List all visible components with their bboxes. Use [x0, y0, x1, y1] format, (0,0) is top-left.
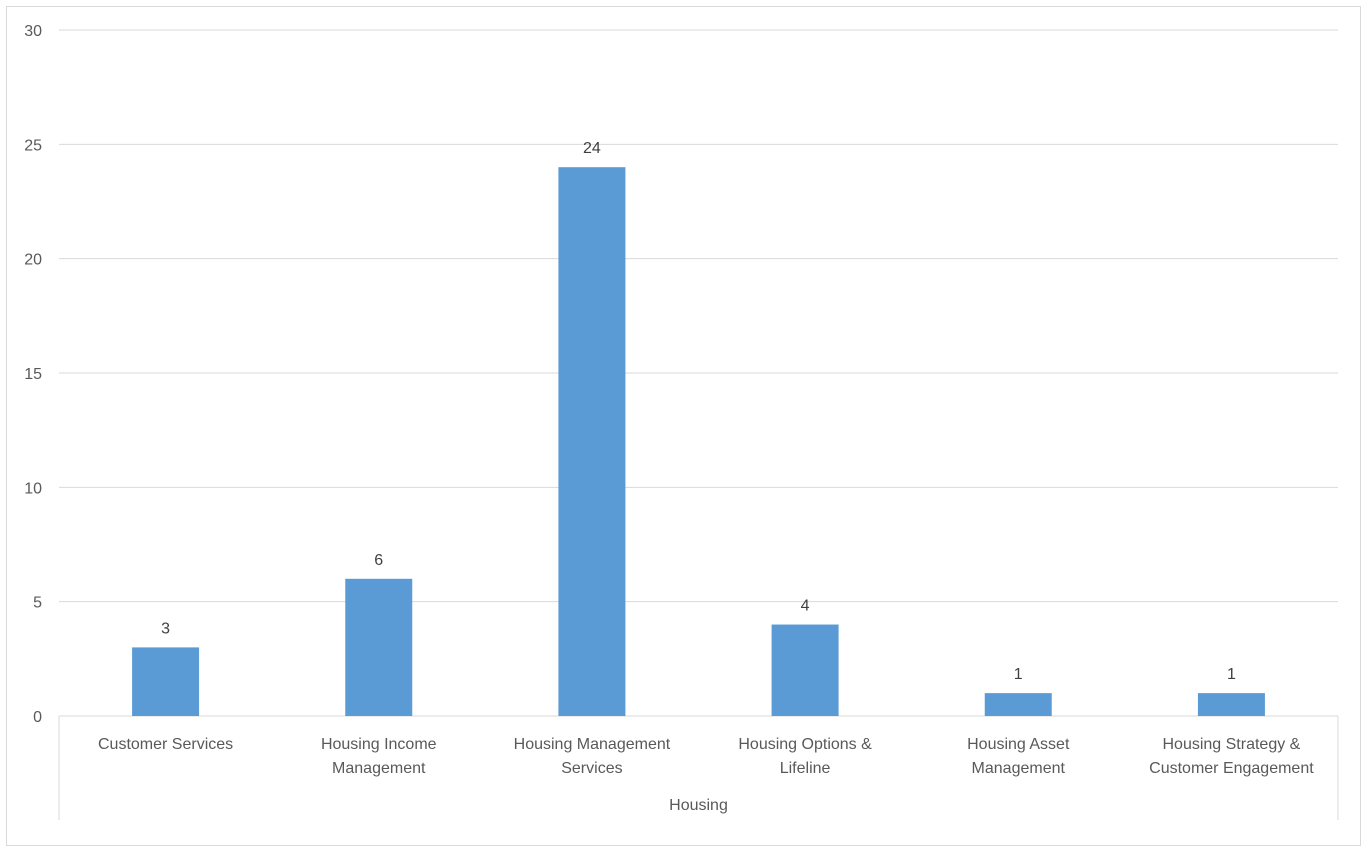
- bar: [984, 693, 1052, 716]
- group-label: Housing: [669, 797, 728, 814]
- category-label: Management: [972, 760, 1066, 777]
- y-tick-label: 10: [24, 480, 42, 497]
- bar: [132, 647, 200, 716]
- category-label: Housing Management: [514, 736, 671, 753]
- category-label: Management: [332, 760, 426, 777]
- y-tick-label: 20: [24, 252, 42, 269]
- bar: [345, 578, 413, 716]
- y-tick-label: 0: [33, 709, 42, 726]
- chart-frame: [6, 6, 1361, 846]
- category-label: Lifeline: [780, 760, 831, 777]
- category-label: Services: [561, 760, 622, 777]
- y-tick-label: 30: [24, 23, 42, 40]
- category-label: Housing Options &: [738, 736, 872, 753]
- category-label: Housing Strategy &: [1162, 736, 1300, 753]
- y-tick-label: 5: [33, 595, 42, 612]
- data-label: 1: [1014, 666, 1023, 683]
- y-tick-label: 15: [24, 366, 42, 383]
- category-label: Housing Asset: [967, 736, 1070, 753]
- data-label: 1: [1227, 666, 1236, 683]
- category-label: Customer Services: [98, 736, 233, 753]
- bar: [558, 167, 626, 716]
- data-label: 3: [161, 620, 170, 637]
- data-label: 24: [583, 140, 601, 157]
- bar: [1197, 693, 1265, 716]
- category-label: Housing Income: [321, 736, 437, 753]
- data-label: 6: [374, 552, 383, 569]
- data-label: 4: [801, 598, 810, 615]
- bar: [771, 624, 839, 716]
- category-label: Customer Engagement: [1149, 760, 1314, 777]
- y-tick-label: 25: [24, 137, 42, 154]
- bar-chart: 0 5 10 15 20 25 30 3 Customer Services 6 Housing I…: [24, 23, 1339, 820]
